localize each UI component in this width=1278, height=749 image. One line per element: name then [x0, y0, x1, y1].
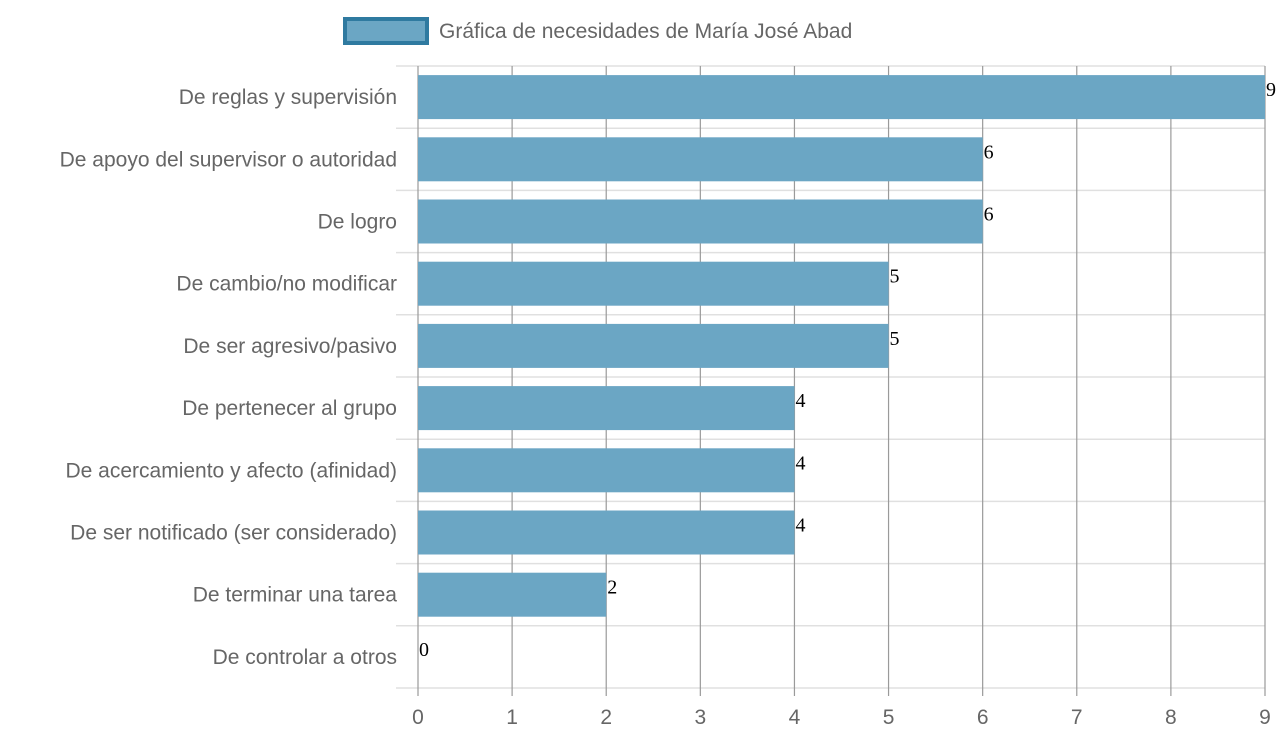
- bar[interactable]: [418, 75, 1265, 120]
- legend-swatch[interactable]: [343, 17, 429, 45]
- category-label: De ser agresivo/pasivo: [183, 335, 397, 358]
- bar[interactable]: [418, 323, 889, 368]
- bar[interactable]: [418, 261, 889, 306]
- x-tick-label: 1: [506, 706, 518, 729]
- x-tick-label: 3: [694, 706, 706, 729]
- bar[interactable]: [418, 199, 983, 244]
- x-tick-label: 6: [977, 706, 989, 729]
- data-label: 6: [984, 141, 994, 163]
- bar[interactable]: [418, 448, 795, 493]
- category-label: De apoyo del supervisor o autoridad: [60, 148, 397, 171]
- bars: [418, 75, 1265, 617]
- x-tick-label: 2: [600, 706, 612, 729]
- category-label: De pertenecer al grupo: [182, 397, 397, 420]
- legend-label[interactable]: Gráfica de necesidades de María José Aba…: [439, 20, 852, 43]
- category-label: De logro: [318, 211, 397, 234]
- x-tick-label: 9: [1259, 706, 1271, 729]
- bar[interactable]: [418, 386, 795, 431]
- legend[interactable]: Gráfica de necesidades de María José Aba…: [343, 17, 852, 45]
- category-label: De controlar a otros: [213, 646, 397, 669]
- bar[interactable]: [418, 137, 983, 182]
- category-label: De terminar una tarea: [193, 584, 398, 607]
- x-tick-label: 8: [1165, 706, 1177, 729]
- data-label: 6: [984, 204, 994, 226]
- category-label: De acercamiento y afecto (afinidad): [66, 459, 398, 482]
- data-label: 5: [890, 266, 900, 288]
- data-label: 0: [419, 639, 429, 661]
- labels: 0 1 2 3 4 5 6 7 8 9 De reglas y supervisión 9 De apo…: [60, 79, 1276, 729]
- data-label: 4: [795, 515, 805, 537]
- category-label: De ser notificado (ser considerado): [70, 522, 397, 545]
- x-tick-label: 5: [883, 706, 895, 729]
- data-label: 5: [890, 328, 900, 350]
- data-label: 4: [795, 452, 805, 474]
- bar[interactable]: [418, 510, 795, 555]
- category-label: De reglas y supervisión: [179, 86, 397, 109]
- x-tick-label: 0: [412, 706, 424, 729]
- bar[interactable]: [418, 572, 607, 617]
- data-label: 9: [1266, 79, 1276, 101]
- data-label: 2: [607, 577, 617, 599]
- data-label: 4: [795, 390, 805, 412]
- x-tick-label: 4: [789, 706, 801, 729]
- category-label: De cambio/no modificar: [176, 273, 397, 296]
- x-tick-label: 7: [1071, 706, 1083, 729]
